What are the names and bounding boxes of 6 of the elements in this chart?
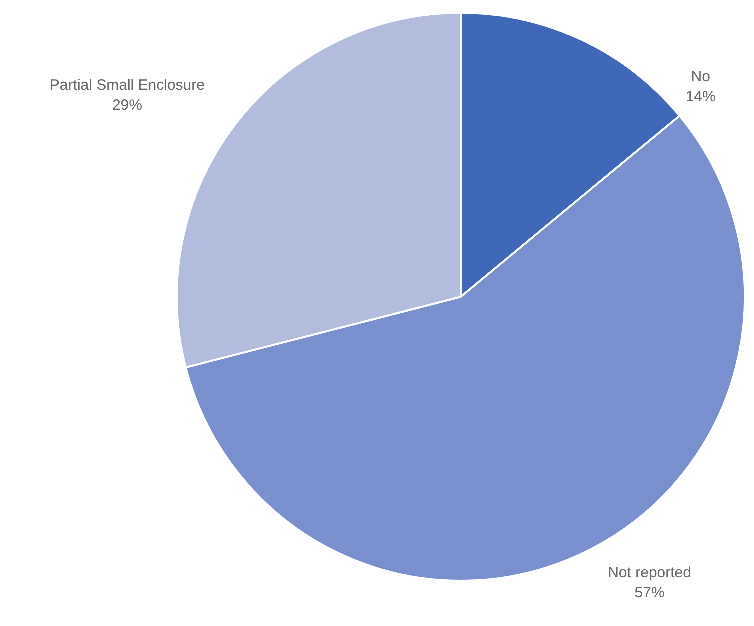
- slice-label: Not reported: [608, 564, 692, 582]
- slice-label: No: [691, 68, 710, 86]
- data-label: 57%: [634, 584, 665, 602]
- data-label: 29%: [112, 97, 142, 114]
- slice-label: Partial Small Enclosure: [50, 77, 205, 94]
- data-label: 14%: [686, 88, 716, 106]
